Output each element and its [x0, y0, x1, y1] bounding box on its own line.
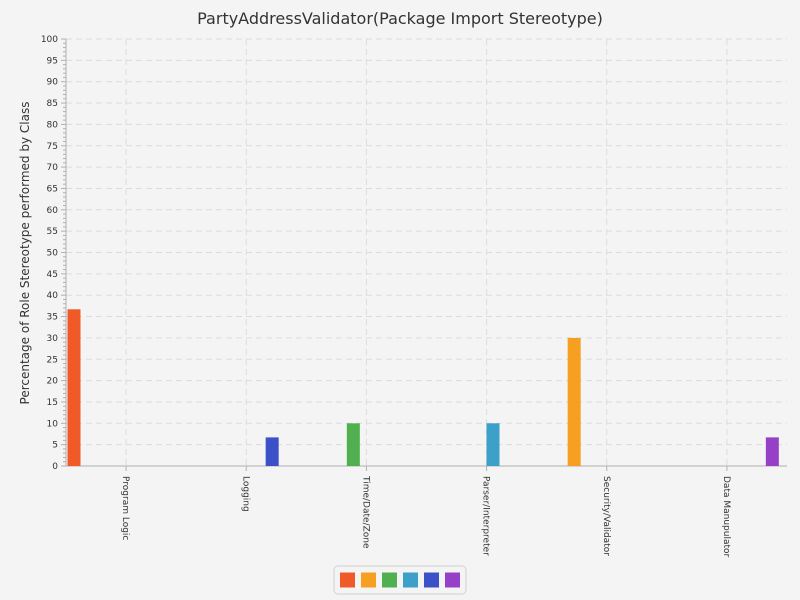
y-tick-label: 100: [41, 35, 58, 45]
x-tick-label: Data Manupulator: [721, 476, 731, 558]
x-tick-label: Security/Validator: [601, 476, 611, 556]
y-tick-label: 40: [47, 291, 59, 301]
bars: [67, 309, 779, 466]
y-tick-label: 20: [47, 377, 59, 387]
bar-time-date-zone: [346, 423, 360, 466]
x-tick-label: Program Logic: [120, 476, 130, 540]
y-tick-label: 30: [47, 334, 59, 344]
y-tick-label: 60: [47, 206, 59, 216]
y-tick-label: 75: [47, 142, 58, 152]
axes: [61, 38, 787, 471]
y-tick-label: 0: [52, 462, 58, 472]
chart-title: PartyAddressValidator(Package Import Ste…: [197, 9, 603, 28]
legend-swatch: [382, 572, 397, 588]
grid: [66, 38, 787, 466]
bar-logging: [265, 437, 279, 466]
y-tick-label: 70: [47, 163, 59, 173]
legend-swatch: [361, 572, 376, 588]
y-tick-label: 35: [47, 313, 58, 323]
y-tick-label: 10: [47, 419, 59, 429]
y-tick-label: 95: [47, 56, 58, 66]
y-tick-label: 50: [47, 249, 59, 259]
y-axis-label: Percentage of Role Stereotype performed …: [18, 102, 32, 405]
x-tick-label: Parser/Interpreter: [481, 476, 491, 556]
y-tick-label: 65: [47, 184, 58, 194]
legend-swatch: [403, 572, 418, 588]
y-tick-label: 85: [47, 99, 58, 109]
y-tick-label: 25: [47, 355, 58, 365]
bar-security-validator: [567, 337, 581, 466]
y-tick-label: 5: [52, 441, 58, 451]
y-tick-label: 55: [47, 227, 58, 237]
y-tick-label: 90: [47, 78, 59, 88]
legend-swatch: [340, 572, 355, 588]
legend-swatch: [445, 572, 460, 588]
bar-parser-interpreter: [486, 423, 500, 466]
bar-program-logic: [67, 309, 81, 466]
bar-data-manupulator: [765, 437, 779, 466]
x-tick-label: Time/Date/Zone: [360, 475, 370, 549]
labels: 0 5 10 15 20 25 30 35 40 45 50 55 60 65 70 75 80 85 90 95 10…: [41, 35, 731, 558]
y-tick-label: 80: [47, 120, 59, 130]
y-tick-label: 45: [47, 270, 58, 280]
y-tick-label: 15: [47, 398, 58, 408]
legend: [333, 565, 467, 595]
legend-swatch: [424, 572, 439, 588]
x-tick-label: Logging: [240, 476, 250, 512]
